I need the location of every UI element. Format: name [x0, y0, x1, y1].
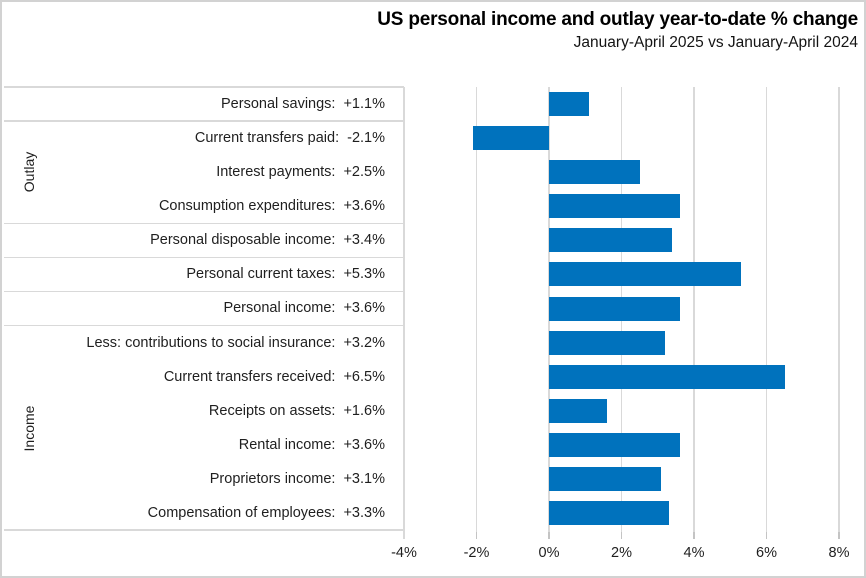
category-value: +1.6%	[343, 402, 385, 419]
category-name: Less: contributions to social insurance:	[86, 334, 336, 351]
category-value: +1.1%	[343, 96, 385, 112]
category-label: Current transfers received: +6.5%	[42, 360, 385, 394]
x-tick-label: 0%	[538, 545, 560, 561]
bar-less-contributions-to-social-insurance	[549, 330, 665, 355]
category-label: Receipts on assets: +1.6%	[42, 394, 385, 428]
group-divider-line	[4, 222, 404, 225]
category-label: Rental income: +3.6%	[42, 428, 385, 462]
group-label-outlay: Outlay	[21, 151, 37, 193]
x-tick-label: -2%	[463, 545, 490, 561]
category-value: +3.6%	[343, 198, 385, 215]
category-label: Interest payments: +2.5%	[42, 155, 385, 189]
bar-personal-disposable-income	[549, 228, 673, 253]
bar-current-transfers-paid	[472, 126, 549, 151]
category-value: +6.5%	[343, 368, 385, 385]
category-name: Personal disposable income:	[150, 232, 336, 249]
category-value: +3.6%	[343, 300, 385, 317]
category-name: Receipts on assets:	[208, 402, 336, 419]
category-label: Compensation of employees: +3.3%	[42, 496, 385, 530]
bar-personal-current-taxes	[549, 262, 742, 287]
category-value: +3.3%	[343, 504, 385, 521]
bar-interest-payments	[549, 160, 640, 185]
category-value: +3.2%	[343, 334, 385, 351]
category-name: Interest payments:	[216, 164, 336, 181]
category-label: Personal income: +3.6%	[42, 291, 385, 325]
x-tick-label: -4%	[391, 545, 417, 561]
chart-header: US personal income and outlay year-to-da…	[377, 8, 858, 52]
category-name: Current transfers paid:	[194, 130, 340, 147]
group-divider-line	[4, 324, 404, 327]
category-name: Personal current taxes:	[186, 266, 336, 283]
gridline	[475, 87, 478, 532]
category-name: Personal income:	[223, 300, 336, 317]
axis-tick	[693, 532, 695, 539]
axis-tick	[838, 532, 840, 539]
group-label-income: Income	[21, 404, 37, 451]
category-label: Personal savings: +1.1%	[42, 87, 385, 121]
bar-rental-income	[549, 432, 680, 457]
chart-title: US personal income and outlay year-to-da…	[377, 9, 858, 30]
category-value: +5.3%	[343, 266, 385, 283]
axis-tick	[548, 532, 550, 539]
category-label: Personal current taxes: +5.3%	[42, 257, 385, 291]
bar-personal-savings	[549, 92, 589, 117]
bar-compensation-of-employees	[549, 500, 669, 525]
category-label: Personal disposable income: +3.4%	[42, 223, 385, 257]
category-value: +3.1%	[343, 470, 385, 487]
category-name: Consumption expenditures:	[158, 198, 336, 215]
chart-subtitle: January-April 2025 vs January-April 2024	[573, 33, 858, 51]
category-label: Current transfers paid: -2.1%	[42, 121, 385, 155]
category-value: +2.5%	[343, 164, 385, 181]
bar-current-transfers-received	[549, 364, 785, 389]
bar-proprietors-income	[549, 466, 662, 491]
category-name: Compensation of employees:	[147, 504, 336, 521]
axis-tick	[475, 532, 478, 539]
category-value: +3.4%	[343, 232, 385, 249]
category-name: Current transfers received:	[163, 368, 336, 385]
group-divider-line	[4, 290, 404, 293]
group-divider-line	[4, 529, 404, 531]
group-divider-line	[4, 86, 404, 88]
axis-tick	[765, 532, 768, 539]
x-tick-label: 6%	[756, 545, 777, 561]
category-name: Personal savings:	[221, 96, 336, 112]
gridline	[693, 87, 695, 532]
gridline	[765, 87, 768, 532]
category-label: Less: contributions to social insurance:…	[42, 326, 385, 360]
category-value: +3.6%	[343, 436, 385, 453]
category-name: Proprietors income:	[209, 470, 336, 487]
x-tick-label: 8%	[828, 545, 850, 561]
category-value: -2.1%	[347, 130, 385, 147]
x-tick-label: 2%	[611, 545, 632, 561]
gridline	[838, 87, 840, 532]
group-divider-line	[4, 120, 404, 122]
category-name: Rental income:	[238, 436, 336, 453]
category-axis-line	[403, 87, 405, 539]
category-label: Proprietors income: +3.1%	[42, 462, 385, 496]
bar-personal-income	[549, 296, 680, 321]
bar-receipts-on-assets	[549, 398, 607, 423]
x-tick-label: 4%	[683, 545, 705, 561]
category-label: Consumption expenditures: +3.6%	[42, 189, 385, 223]
group-divider-line	[4, 256, 404, 259]
axis-tick	[620, 532, 623, 539]
bar-consumption-expenditures	[549, 194, 680, 219]
